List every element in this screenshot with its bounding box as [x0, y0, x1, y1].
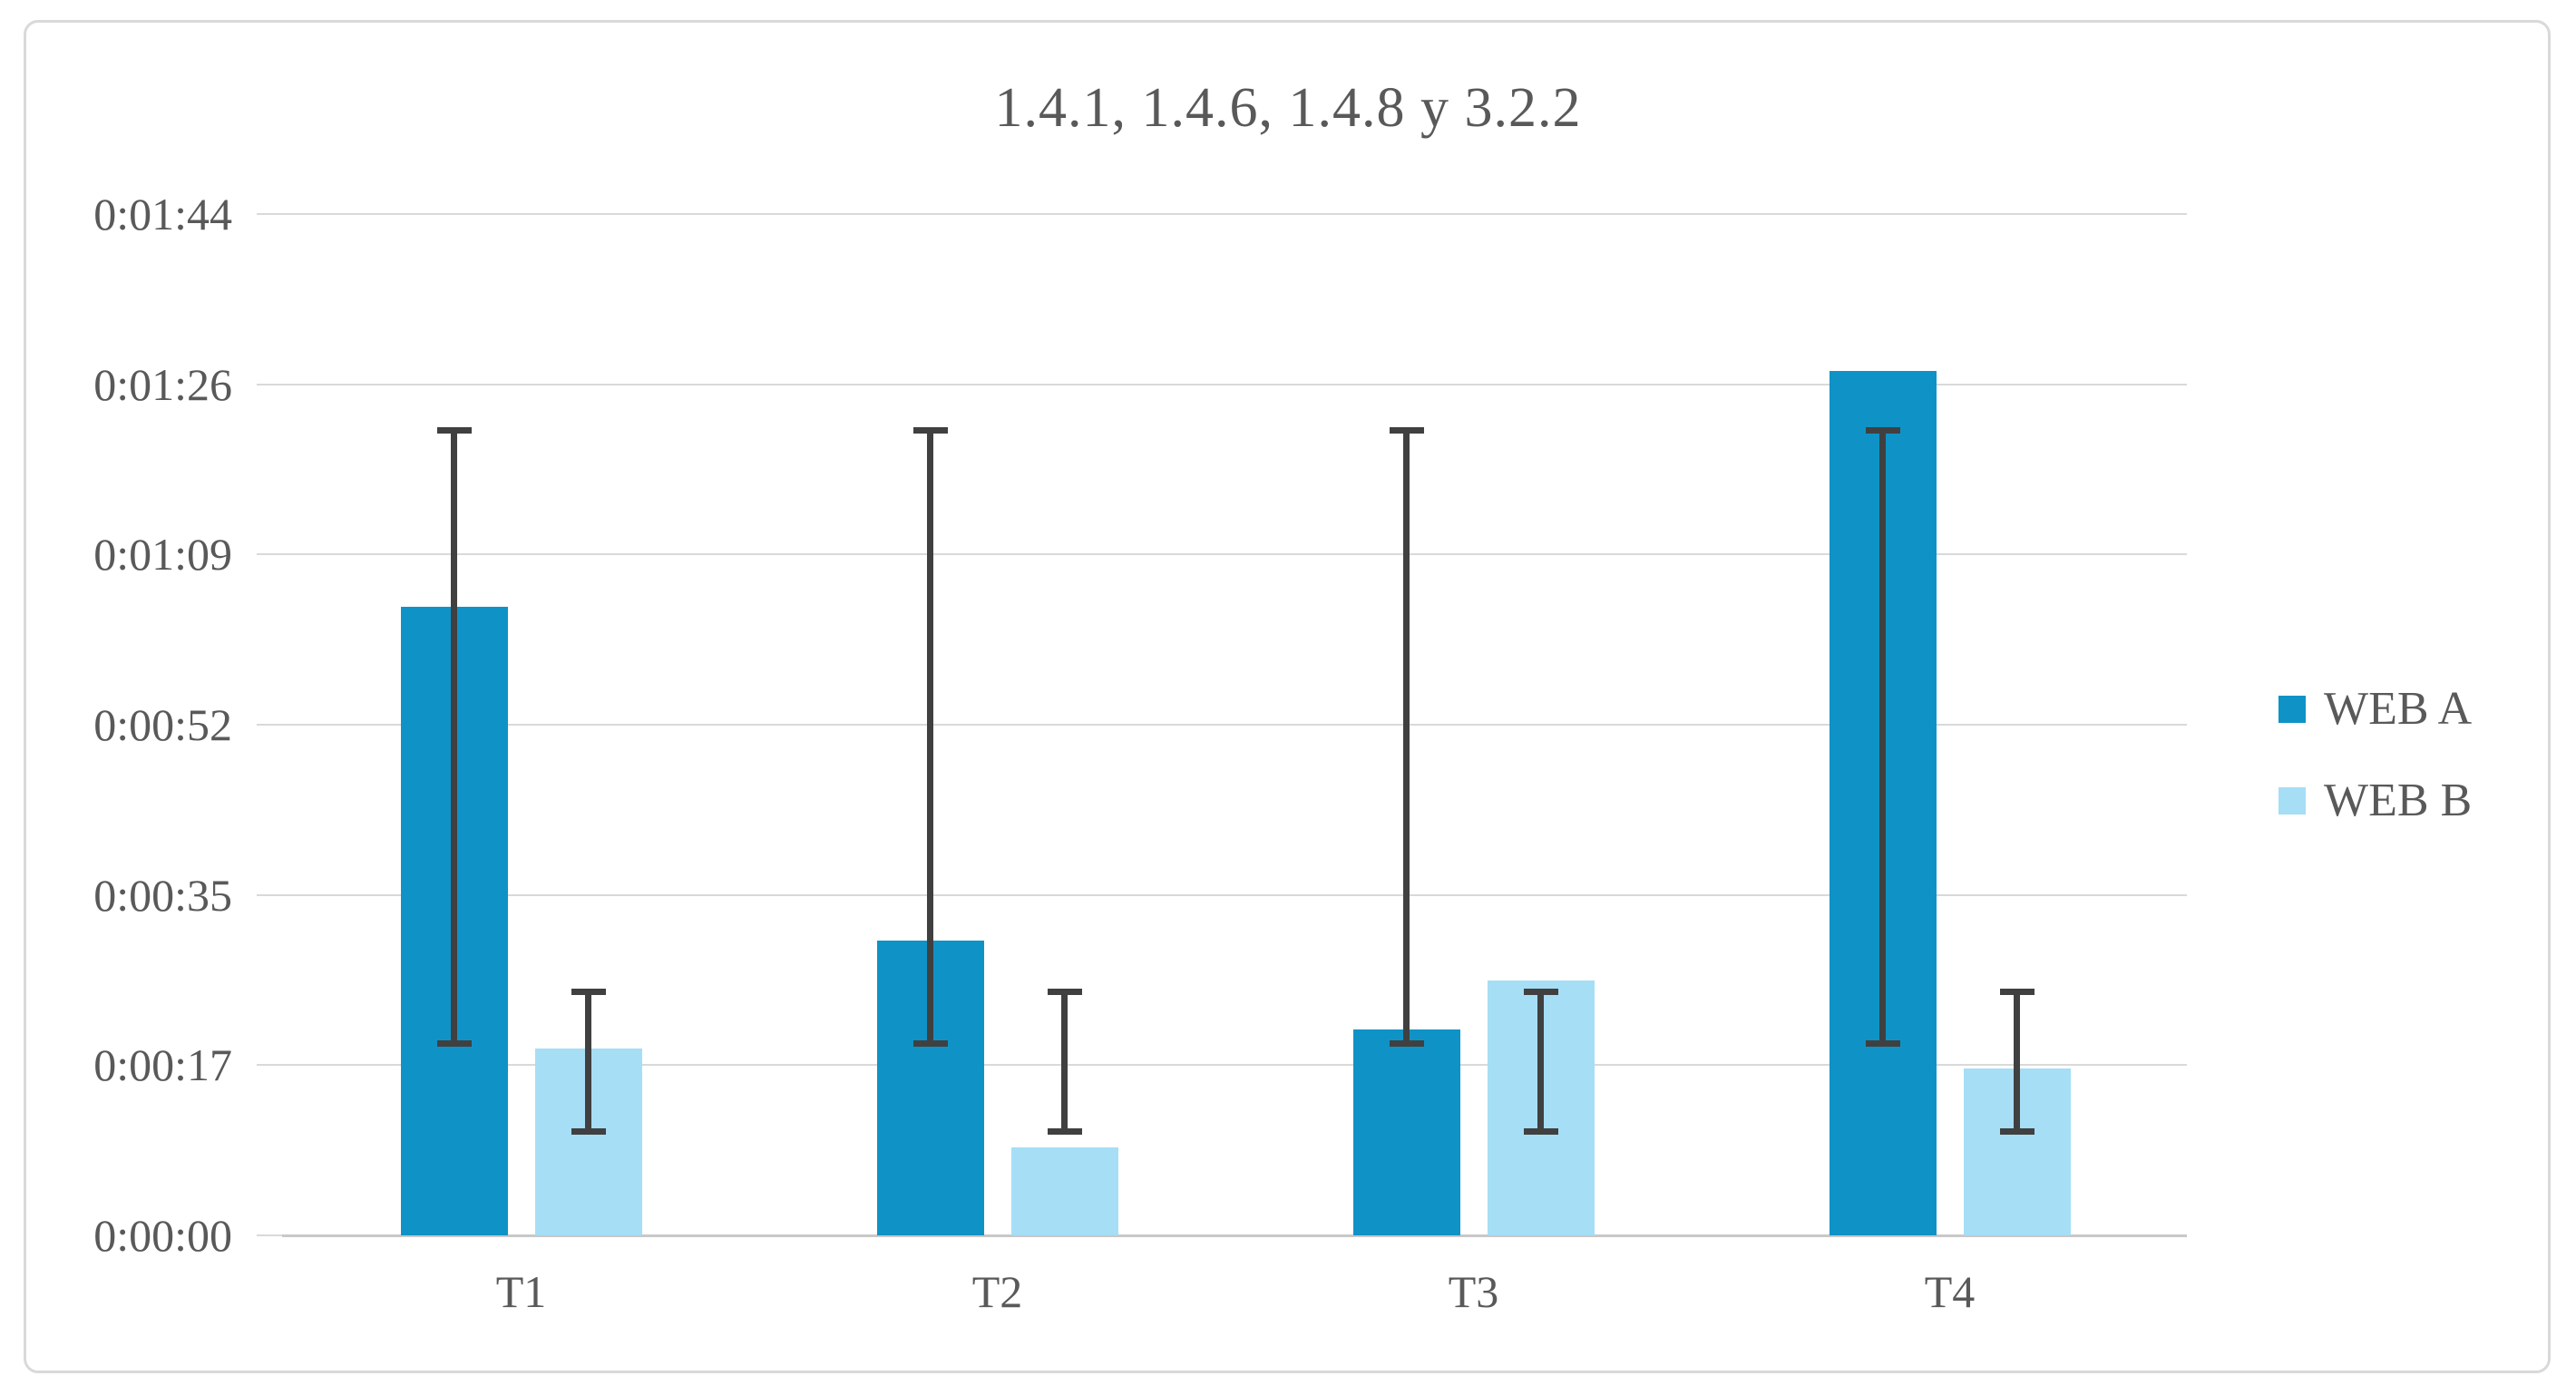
bar-web-a-t3 — [1352, 1029, 1460, 1235]
error-bar-line — [1061, 991, 1068, 1132]
x-axis-label-t4: T4 — [1924, 1266, 1976, 1317]
x-axis-label-t3: T3 — [1448, 1266, 1499, 1317]
error-bar-cap-top — [912, 426, 948, 434]
y-axis-tick-label: 0:01:09 — [93, 529, 232, 580]
error-bar-cap-bottom — [1865, 1040, 1900, 1048]
x-axis-line — [282, 1234, 2187, 1237]
chart-title: 1.4.1, 1.4.6, 1.4.8 y 3.2.2 — [994, 77, 1582, 139]
legend-label-web-a: WEB A — [2324, 683, 2473, 735]
y-axis-tick-label: 0:00:00 — [93, 1210, 232, 1261]
y-axis-tick — [257, 894, 282, 896]
y-axis-tick — [257, 1064, 282, 1066]
y-axis-tick — [257, 213, 282, 215]
error-bar-cap-bottom — [1523, 1127, 1558, 1135]
error-bar-cap-top — [1047, 988, 1082, 995]
x-axis-label-t1: T1 — [495, 1266, 547, 1317]
gridline — [282, 894, 2187, 896]
legend-swatch-web-b — [2278, 787, 2306, 815]
error-bar-cap-bottom — [436, 1040, 472, 1048]
y-axis-tick-label: 0:01:44 — [93, 189, 232, 239]
y-axis-tick-label: 0:00:17 — [93, 1039, 232, 1090]
gridline — [282, 213, 2187, 215]
error-bar-cap-bottom — [571, 1127, 606, 1135]
legend-item-web-a: WEB A — [2278, 686, 2472, 733]
error-bar-line — [2014, 991, 2020, 1132]
error-bar-line — [927, 430, 933, 1044]
error-bar-line — [451, 430, 457, 1044]
error-bar-line — [1879, 430, 1886, 1044]
gridline — [282, 1064, 2187, 1066]
error-bar-cap-bottom — [1047, 1127, 1082, 1135]
error-bar-cap-top — [1999, 988, 2034, 995]
legend-swatch-web-a — [2278, 696, 2306, 723]
y-axis-tick — [257, 384, 282, 385]
error-bar-line — [585, 991, 591, 1132]
error-bar-cap-top — [1865, 426, 1900, 434]
error-bar-cap-top — [436, 426, 472, 434]
y-axis-tick — [257, 724, 282, 726]
error-bar-cap-bottom — [1999, 1127, 2034, 1135]
gridline — [282, 724, 2187, 726]
legend-label-web-b: WEB B — [2324, 775, 2473, 826]
error-bar-line — [1403, 430, 1410, 1044]
gridline — [282, 553, 2187, 555]
y-axis-tick — [257, 1234, 282, 1236]
x-axis-label-t2: T2 — [971, 1266, 1023, 1317]
error-bar-cap-top — [1389, 426, 1424, 434]
error-bar-cap-top — [571, 988, 606, 995]
error-bar-cap-bottom — [912, 1040, 948, 1048]
error-bar-cap-bottom — [1389, 1040, 1424, 1048]
y-axis-tick-label: 0:00:35 — [93, 870, 232, 921]
y-axis-tick-label: 0:01:26 — [93, 359, 232, 410]
error-bar-line — [1537, 991, 1544, 1132]
y-axis-tick-label: 0:00:52 — [93, 699, 232, 750]
y-axis-tick — [257, 553, 282, 555]
error-bar-cap-top — [1523, 988, 1558, 995]
bar-web-b-t2 — [1010, 1146, 1118, 1235]
legend-item-web-b: WEB B — [2278, 777, 2472, 824]
gridline — [282, 384, 2187, 385]
